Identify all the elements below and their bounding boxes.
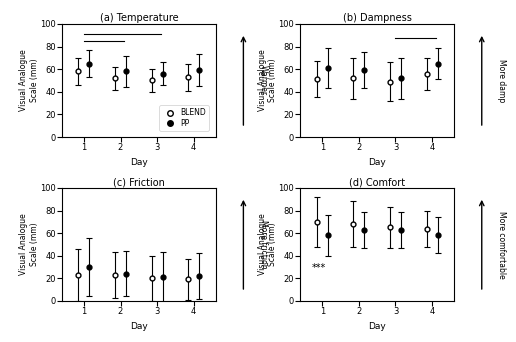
Title: (b) Dampness: (b) Dampness [343,13,412,23]
Y-axis label: Visual Analogue
Scale (mm): Visual Analogue Scale (mm) [19,50,39,111]
X-axis label: Day: Day [368,158,386,167]
X-axis label: Day: Day [368,322,386,331]
Title: (a) Temperature: (a) Temperature [100,13,178,23]
Y-axis label: Visual Analogue
Scale (mm): Visual Analogue Scale (mm) [257,213,277,275]
Text: More friction: More friction [259,220,268,269]
Text: More comfortable: More comfortable [497,211,506,278]
Text: More damp: More damp [497,59,506,102]
Title: (c) Friction: (c) Friction [113,177,165,187]
X-axis label: Day: Day [130,158,148,167]
Text: Warmer: Warmer [259,65,268,95]
X-axis label: Day: Day [130,322,148,331]
Y-axis label: Visual Analogue
Scale (mm): Visual Analogue Scale (mm) [19,213,39,275]
Title: (d) Comfort: (d) Comfort [349,177,405,187]
Text: ***: *** [312,263,326,273]
Legend: BLEND, PP: BLEND, PP [159,105,209,131]
Y-axis label: Visual Analogue
Scale (mm): Visual Analogue Scale (mm) [257,50,277,111]
